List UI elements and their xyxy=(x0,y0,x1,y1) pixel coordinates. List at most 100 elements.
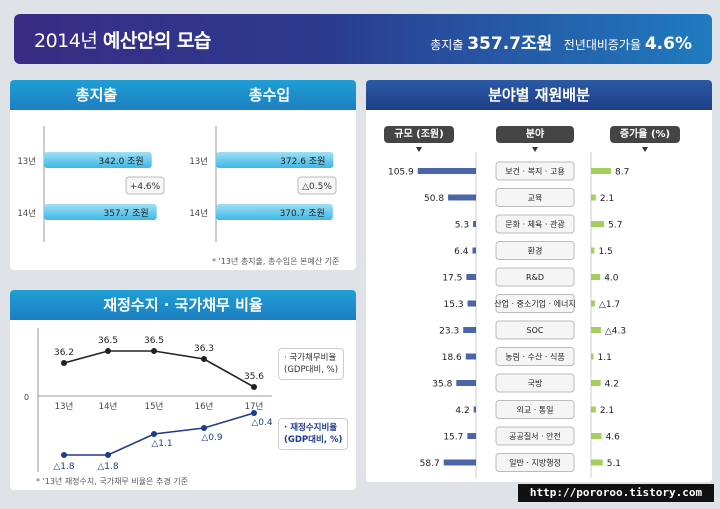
growth-bar xyxy=(591,459,603,466)
arrow-down-icon xyxy=(416,147,422,152)
fiscal-line-chart: 0 13년 14년 15년 16년 17년 36.2 36.5 36.5 36.3 35.6 △1.8… xyxy=(24,328,273,472)
growth-value-label: 5.1 xyxy=(607,459,621,469)
growth-value-label: 4.0 xyxy=(604,274,619,284)
debt-ratio-point xyxy=(201,356,207,362)
source-url[interactable]: http://pororoo.tistory.com xyxy=(518,484,714,502)
fiscal-note: * '13년 재정수지, 국가채무 비율은 추경 기준 xyxy=(36,477,188,486)
field-label: 농림 · 수산 · 식품 xyxy=(505,352,564,362)
size-value-label: 35.8 xyxy=(432,380,452,390)
size-value-label: 15.7 xyxy=(443,433,463,443)
size-bar xyxy=(456,380,476,386)
spending-change-label: +4.6% xyxy=(130,182,161,192)
header-field: 분야 xyxy=(496,126,574,143)
revenue-category-label: 13년 xyxy=(189,156,208,167)
balance-ratio-label: △1.8 xyxy=(53,462,75,472)
size-bar xyxy=(473,221,476,227)
balance-ratio-label: △1.1 xyxy=(151,439,172,449)
debt-ratio-line xyxy=(63,350,255,388)
growth-bar xyxy=(591,353,594,360)
balance-ratio-point xyxy=(201,425,207,431)
balance-ratio-point xyxy=(151,431,157,437)
fiscal-x-tick: 15년 xyxy=(145,401,164,412)
field-label: 산업 · 중소기업 · 에너지 xyxy=(494,299,576,309)
revenue-value-label: 370.7 조원 xyxy=(280,208,325,219)
field-pill xyxy=(495,294,575,313)
size-value-label: 17.5 xyxy=(442,274,462,284)
allocation-panel: 분야별 재원배분 규모 (조원) 분야 증가율 (%) 105.9 보건 · 복지… xyxy=(366,80,712,482)
balance-ratio-label: △0.9 xyxy=(201,433,223,443)
tab-fiscal: 재정수지 · 국가채무 비율 xyxy=(10,290,356,320)
debt-ratio-label: 36.3 xyxy=(194,344,214,354)
growth-value-label: 2.1 xyxy=(600,194,614,204)
fiscal-panel: 재정수지 · 국가채무 비율 0 13년 14년 15년 16년 17년 36.2 36.5 3… xyxy=(10,290,356,490)
size-bar xyxy=(443,459,476,466)
fiscal-x-tick: 16년 xyxy=(195,401,214,412)
field-pill xyxy=(495,320,575,340)
field-label: SOC xyxy=(527,326,544,335)
field-pill xyxy=(495,267,575,287)
field-label: 보건 · 복지 · 고용 xyxy=(505,166,564,176)
tab-allocation: 분야별 재원배분 xyxy=(366,80,712,110)
balance-ratio-point xyxy=(105,452,111,458)
field-pill xyxy=(495,188,575,207)
size-bar xyxy=(465,353,476,360)
size-bar xyxy=(473,406,476,413)
size-bar xyxy=(467,300,476,307)
balance-ratio-label: △0.4 xyxy=(251,418,273,428)
legend-balance: · 재정수지비율 (GDP대비, %) xyxy=(278,418,349,450)
header-growth: 증가율 (%) xyxy=(610,126,680,143)
growth-bar xyxy=(591,433,602,439)
debt-ratio-label: 36.2 xyxy=(54,348,74,358)
growth-bar xyxy=(591,194,596,201)
tab-spending: 총지출 xyxy=(10,80,183,110)
spending-category-label: 14년 xyxy=(17,208,36,219)
size-value-label: 18.6 xyxy=(442,353,462,363)
size-value-label: 5.3 xyxy=(455,221,469,231)
field-label: 환경 xyxy=(528,246,543,256)
field-label: 외교 · 통일 xyxy=(516,405,553,415)
growth-bar xyxy=(591,274,601,280)
size-value-label: 15.3 xyxy=(444,300,464,310)
growth-bar xyxy=(591,406,596,413)
growth-value-label: △4.3 xyxy=(605,327,626,337)
field-pill xyxy=(495,453,575,472)
balance-ratio-point xyxy=(61,452,67,458)
total-summary: 총지출 357.7조원 전년대비증가율 4.6% xyxy=(430,34,692,54)
growth-value-label: 2.1 xyxy=(600,406,614,416)
revenue-value-label: 372.6 조원 xyxy=(280,156,325,167)
revenue-category-label: 14년 xyxy=(189,208,208,219)
fiscal-zero-label: 0 xyxy=(24,393,29,402)
size-value-label: 23.3 xyxy=(439,327,459,337)
balance-ratio-point xyxy=(251,410,257,416)
size-value-label: 105.9 xyxy=(388,168,414,178)
size-value-label: 4.2 xyxy=(455,406,469,416)
spending-change-pill xyxy=(125,176,165,195)
growth-value-label: 8.7 xyxy=(615,168,629,178)
field-pill xyxy=(495,214,575,234)
field-pill xyxy=(495,347,575,366)
debt-ratio-point xyxy=(251,384,257,390)
field-label: R&D xyxy=(526,273,544,282)
arrow-down-icon xyxy=(642,147,648,152)
size-bar xyxy=(448,194,476,201)
growth-value-label: 5.7 xyxy=(608,221,622,231)
balance-ratio-label: △1.8 xyxy=(97,462,119,472)
field-pill xyxy=(495,373,575,393)
revenue-note: * '13년 총지출, 총수입은 본예산 기준 xyxy=(212,257,340,266)
size-bar xyxy=(417,168,476,174)
spending-bar xyxy=(44,152,152,168)
page-title: 2014년 예산안의 모습 xyxy=(34,30,211,52)
debt-ratio-point xyxy=(105,348,111,354)
legend-debt: · 국가채무비율 (GDP대비, %) xyxy=(278,348,345,380)
spending-value-label: 342.0 조원 xyxy=(99,156,144,167)
size-bar xyxy=(466,274,476,280)
spending-revenue-chart: 13년 342.0 조원 14년 357.7 조원 +4.6% 13년 372.6 조원 14… xyxy=(17,126,337,242)
growth-value-label: 1.5 xyxy=(598,247,612,257)
field-label: 일반 · 지방행정 xyxy=(509,458,561,468)
arrow-down-icon xyxy=(532,147,538,152)
fiscal-x-tick: 14년 xyxy=(99,401,118,412)
growth-value-label: △1.7 xyxy=(599,300,620,310)
growth-bar xyxy=(591,327,601,333)
field-label: 공공질서 · 안전 xyxy=(509,431,561,441)
debt-ratio-label: 36.5 xyxy=(144,336,164,346)
